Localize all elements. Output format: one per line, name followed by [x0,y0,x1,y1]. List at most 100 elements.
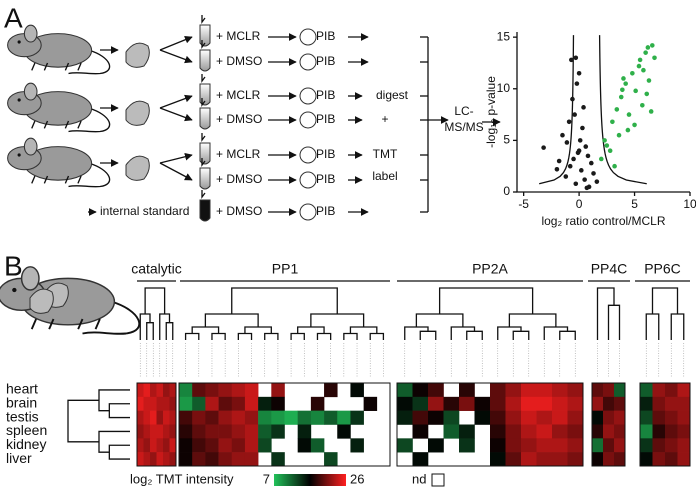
y-tick-label: 15 [497,29,511,43]
dendrogram-branch [231,287,338,314]
heatmap-cell [459,396,475,411]
dendrogram-branch [139,313,151,340]
heatmap-cell [592,438,604,453]
internal-standard-label: internal standard [100,204,189,218]
point [585,153,591,159]
heatmap-cell [156,383,164,398]
point [612,163,617,169]
dendrogram-branch [596,287,615,340]
heatmap-cell [665,452,678,467]
mouse-leg [64,175,70,184]
heatmap-cell [179,410,193,425]
dendrogram-branch [438,287,534,314]
pipette [201,74,206,83]
point [636,63,642,69]
heatmap-cell [218,438,233,453]
heatmap-cell [397,383,413,398]
dendrogram-branch [204,313,259,327]
heatmap-cell [652,424,666,439]
mouse-tail [82,300,140,335]
arrow [159,162,193,181]
arrow [159,49,193,64]
bead-label: PIB [316,112,335,126]
step-label: digest [376,88,409,102]
heatmap-cell [350,438,364,453]
mouse-leg [31,175,36,184]
mouse-icon [7,24,111,75]
dendrogram-branch [343,332,358,340]
point [618,94,624,100]
dendrogram-branch [450,326,476,340]
heatmap-cell [297,424,312,439]
heatmap-cell [603,424,615,439]
bead [299,53,317,71]
heatmap-cell [137,424,144,439]
heatmap-cell [592,452,604,467]
heatmap-cell [652,452,666,467]
mouse-tail [68,49,111,75]
point [567,163,573,169]
mouse-tail [68,162,111,188]
heatmap-cell [652,410,666,425]
mouse-icon [7,137,111,188]
point [574,81,580,86]
mouse-icon [7,82,111,133]
point [604,143,610,148]
point [576,70,582,76]
heatmap-cell [552,383,568,398]
heatmap-cell [490,452,506,467]
point [563,174,569,179]
heatmap-cell [521,383,537,398]
point [581,105,586,110]
group-label: PP1 [272,261,299,277]
heatmap-cell [137,396,144,411]
treatment-label: + MCLR [216,147,261,161]
heatmap-cell [143,452,151,467]
bead [299,171,317,189]
heatmap-cell [490,410,506,425]
dendrogram-branch [415,313,464,327]
heatmap-cell [244,438,259,453]
dendrogram-branch [98,430,130,453]
heatmap-cell [258,424,272,439]
dendrogram-branch [645,313,660,340]
heatmap-cell [474,396,491,411]
heatmap-cell [163,452,170,467]
heatmap-cell [552,410,568,425]
bead-label: PIB [316,172,335,186]
heatmap-cell [536,410,553,425]
heatmap-cell [179,438,193,453]
dendrogram-branch [369,332,385,340]
heatmap-cell [271,424,285,439]
heatmap-cell [271,396,285,411]
point [644,91,650,97]
heatmap-cell [665,438,678,453]
heatmap-cell [552,424,568,439]
mouse-leg [77,175,82,184]
heatmap-cell [521,452,537,467]
dendrogram-branch [651,287,679,314]
heatmap-cell [363,396,378,411]
tube [199,107,211,130]
dendrogram-branch [512,330,530,340]
heatmap-cell [552,396,568,411]
heatmap-cell [163,424,170,439]
heatmap-cell [169,383,177,398]
heatmap-cell [603,383,615,398]
heatmap-cell [156,410,164,425]
mouse-eye [17,153,21,157]
heatmap-cell [567,438,584,453]
point [602,138,607,143]
row-label: brain [6,394,37,410]
heatmap-cell [640,452,653,467]
heatmap-cell [310,396,325,411]
heatmap-cell [490,438,506,453]
heatmap-cell [443,396,460,411]
point [570,96,575,102]
heatmap-cell [536,438,553,453]
heatmap-cell [652,383,666,398]
heatmap-cell [150,410,157,425]
pipette [201,40,206,49]
heatmap-cell [150,396,157,411]
